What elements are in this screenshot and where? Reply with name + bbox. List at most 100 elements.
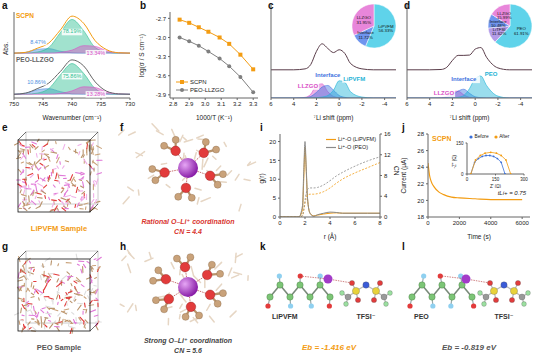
svg-text:SCPN: SCPN: [16, 12, 34, 19]
svg-text:0: 0: [466, 177, 469, 182]
svg-text:2000: 2000: [453, 220, 467, 226]
svg-text:3.3: 3.3: [249, 101, 258, 107]
svg-text:740: 740: [67, 101, 78, 107]
svg-text:2: 2: [451, 101, 455, 107]
svg-text:2.9: 2.9: [185, 101, 194, 107]
svg-text:-2: -2: [495, 101, 501, 107]
svg-text:0: 0: [426, 220, 430, 226]
svg-text:4: 4: [328, 220, 332, 226]
svg-text:⁷Li shift (ppm): ⁷Li shift (ppm): [450, 114, 490, 122]
svg-text:CN = 4.4: CN = 4.4: [174, 228, 202, 235]
svg-text:4000: 4000: [484, 220, 498, 226]
svg-text:TFSI⁻: TFSI⁻: [357, 313, 376, 320]
svg-text:750: 750: [9, 101, 20, 107]
svg-text:LLZGO: LLZGO: [434, 90, 455, 96]
svg-text:6: 6: [405, 101, 409, 107]
svg-text:8.47%: 8.47%: [30, 39, 46, 45]
svg-text:150: 150: [456, 141, 464, 146]
svg-text:2: 2: [303, 220, 307, 226]
svg-text:13.34%: 13.34%: [87, 50, 106, 56]
svg-text:-3.3: -3.3: [156, 54, 167, 60]
svg-text:4: 4: [384, 193, 388, 199]
svg-text:-3.9: -3.9: [156, 92, 167, 98]
svg-text:13.28%: 13.28%: [87, 91, 106, 97]
svg-text:6: 6: [269, 101, 273, 107]
svg-text:PEO: PEO: [485, 71, 498, 77]
svg-text:8: 8: [384, 173, 388, 179]
svg-text:6000: 6000: [515, 220, 529, 226]
svg-text:0: 0: [338, 101, 342, 107]
svg-text:3.2: 3.2: [233, 101, 242, 107]
svg-text:LiPVFM Sample: LiPVFM Sample: [31, 224, 87, 233]
svg-text:Eb = -0.819 eV: Eb = -0.819 eV: [442, 343, 497, 352]
svg-text:Interface: Interface: [315, 72, 341, 78]
svg-text:PEO61.91%: PEO61.91%: [514, 26, 529, 36]
svg-text:Current (μA): Current (μA): [400, 158, 408, 194]
svg-text:0: 0: [384, 214, 388, 220]
svg-text:15: 15: [269, 158, 276, 164]
svg-text:-4: -4: [382, 101, 388, 107]
svg-text:PEO: PEO: [414, 313, 429, 320]
svg-text:-2: -2: [359, 101, 365, 107]
svg-text:⁷Li shift (ppm): ⁷Li shift (ppm): [314, 114, 354, 122]
svg-text:8: 8: [378, 220, 382, 226]
svg-text:LiPVFM: LiPVFM: [272, 313, 298, 320]
svg-text:735: 735: [96, 101, 107, 107]
svg-text:LLZGO31.95%: LLZGO31.95%: [357, 15, 372, 25]
svg-text:Z' (Ω): Z' (Ω): [490, 184, 502, 188]
svg-text:10: 10: [269, 176, 276, 182]
svg-text:150: 150: [492, 177, 500, 182]
svg-text:0: 0: [461, 172, 464, 177]
svg-text:LiTFSI11.62%: LiTFSI11.62%: [492, 27, 506, 37]
svg-text:-4: -4: [518, 101, 524, 107]
svg-text:g(r): g(r): [258, 173, 266, 183]
svg-text:-2.7: -2.7: [156, 16, 167, 22]
svg-text:Rational O–Li⁺ coordination: Rational O–Li⁺ coordination: [141, 218, 234, 225]
svg-text:745: 745: [38, 101, 49, 107]
svg-text:Wavenumber (cm⁻¹): Wavenumber (cm⁻¹): [43, 114, 102, 122]
svg-text:6: 6: [353, 220, 357, 226]
svg-text:-Z'' (Ω): -Z'' (Ω): [452, 154, 457, 168]
svg-text:PEO-LLZGO: PEO-LLZGO: [16, 56, 54, 63]
svg-text:CN: CN: [393, 166, 400, 176]
svg-text:26: 26: [417, 148, 424, 154]
svg-text:10.86%: 10.86%: [27, 79, 46, 85]
svg-text:3.1: 3.1: [217, 101, 226, 107]
svg-text:-3.6: -3.6: [156, 73, 167, 79]
svg-text:2.8: 2.8: [169, 101, 178, 107]
svg-text:Strong O–Li⁺ coordination: Strong O–Li⁺ coordination: [144, 337, 232, 345]
svg-text:28: 28: [417, 131, 424, 137]
svg-text:LLZGO: LLZGO: [298, 83, 319, 89]
svg-text:PEO Sample: PEO Sample: [37, 343, 82, 352]
svg-text:LiPVFM: LiPVFM: [343, 76, 365, 82]
svg-text:Abs.: Abs.: [2, 42, 9, 55]
svg-text:r (Å): r (Å): [324, 232, 337, 241]
svg-text:16: 16: [384, 131, 391, 137]
svg-text:log(σ / S cm⁻¹): log(σ / S cm⁻¹): [138, 34, 146, 77]
svg-text:12: 12: [384, 152, 391, 158]
svg-text:0: 0: [474, 101, 478, 107]
svg-text:730: 730: [125, 101, 136, 107]
svg-text:4: 4: [292, 101, 296, 107]
svg-text:TFSI⁻: TFSI⁻: [495, 313, 514, 320]
svg-text:75.86%: 75.86%: [63, 73, 82, 79]
svg-text:20: 20: [269, 139, 276, 145]
svg-text:Eb = -1.416 eV: Eb = -1.416 eV: [302, 343, 357, 352]
svg-text:1000/T (K⁻¹): 1000/T (K⁻¹): [196, 114, 232, 122]
svg-text:5: 5: [273, 195, 277, 201]
svg-text:78.19%: 78.19%: [63, 28, 82, 34]
svg-text:CN = 5.6: CN = 5.6: [174, 347, 202, 354]
svg-text:-3.0: -3.0: [156, 35, 167, 41]
svg-text:18: 18: [417, 214, 424, 220]
svg-text:22: 22: [417, 181, 424, 187]
svg-text:Time (s): Time (s): [467, 233, 491, 241]
svg-text:LiPVFM56.33%: LiPVFM56.33%: [378, 24, 394, 34]
svg-text:0: 0: [278, 220, 282, 226]
svg-text:3.0: 3.0: [201, 101, 210, 107]
svg-text:20: 20: [417, 198, 424, 204]
svg-text:Interface: Interface: [451, 76, 477, 82]
svg-text:2: 2: [315, 101, 319, 107]
svg-text:300: 300: [520, 177, 528, 182]
svg-text:4: 4: [428, 101, 432, 107]
svg-text:0: 0: [273, 214, 277, 220]
